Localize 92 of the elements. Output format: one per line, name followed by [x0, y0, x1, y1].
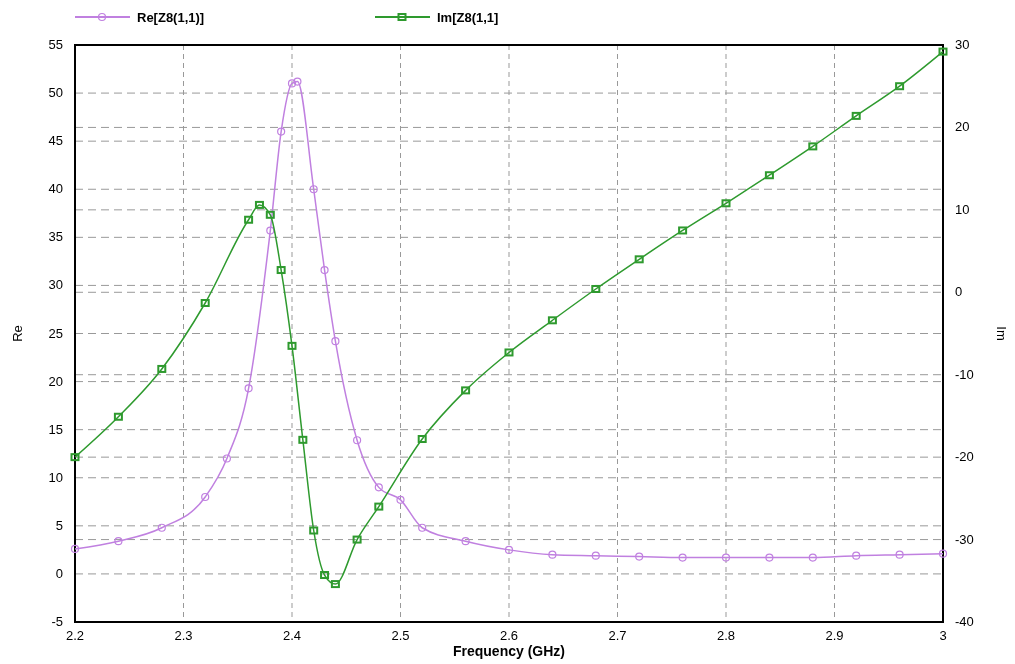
point [70, 453, 80, 462]
y-tick-label: -5 [51, 614, 63, 629]
y-axis-title: Re [10, 325, 25, 342]
point [504, 545, 514, 554]
point [548, 550, 557, 559]
point [721, 199, 731, 208]
point [417, 435, 427, 444]
point [293, 77, 302, 86]
y-tick-label: 15 [48, 421, 63, 437]
y2-tick-label: -10 [955, 366, 974, 382]
point [254, 200, 264, 209]
y2-tick-label: -40 [955, 614, 974, 629]
point [547, 316, 557, 325]
point [808, 142, 818, 151]
point [353, 436, 362, 445]
x-tick-label: 2.3 [174, 628, 193, 643]
y-tick-label: 50 [48, 85, 63, 101]
x-tick-label: 2.5 [391, 628, 410, 643]
x-axis-title: Frequency (GHz) [452, 643, 566, 659]
point [298, 435, 308, 444]
point [678, 226, 688, 235]
point [114, 537, 123, 546]
point [157, 364, 167, 373]
point [113, 412, 123, 421]
point [157, 523, 166, 532]
y-tick-label: 35 [48, 229, 63, 245]
point [418, 523, 427, 532]
point [721, 553, 731, 562]
point [201, 492, 210, 502]
point [244, 215, 254, 224]
y2-axis-title: Im [994, 326, 1009, 341]
y-tick-label: 20 [48, 373, 63, 389]
x-tick-label: 2.6 [499, 628, 519, 643]
point [895, 82, 905, 91]
y-tick-label: 25 [48, 325, 63, 341]
point [70, 544, 80, 554]
y-tick-label: 10 [48, 469, 63, 485]
point [330, 580, 340, 589]
y2-tick-label: 10 [955, 201, 970, 217]
point [277, 127, 286, 136]
point [287, 341, 297, 350]
y-tick-label: 55 [48, 37, 63, 52]
point [938, 47, 948, 56]
y2-tick-label: -20 [955, 449, 974, 465]
x-tick-label: 2.9 [825, 628, 844, 643]
point [309, 185, 318, 194]
point [851, 111, 861, 120]
x-tick-label: 2.2 [65, 628, 85, 643]
point [320, 571, 330, 580]
legend-label: Im[Z8(1,1] [437, 10, 499, 25]
point [635, 552, 644, 561]
point [764, 171, 774, 180]
point [200, 299, 210, 307]
point [222, 454, 231, 463]
point [374, 483, 383, 492]
point [276, 266, 286, 275]
point [895, 550, 904, 559]
y-tick-label: 40 [48, 181, 63, 197]
point [396, 495, 405, 504]
point [938, 549, 948, 558]
point [352, 535, 362, 544]
y-tick-label: 5 [55, 517, 63, 533]
point [331, 337, 340, 346]
point [678, 553, 687, 562]
point [374, 502, 384, 511]
y-tick-label: 30 [48, 277, 63, 293]
point [309, 526, 319, 535]
legend-label: Re[Z8(1,1)] [137, 10, 205, 25]
point [320, 265, 329, 275]
x-tick-label: 2.7 [608, 628, 627, 643]
point [504, 348, 514, 357]
point [461, 386, 471, 395]
y2-tick-label: 20 [955, 119, 970, 135]
y2-tick-label: 0 [955, 284, 963, 300]
point [244, 384, 253, 393]
x-tick-label: 2.4 [282, 628, 302, 643]
y-tick-label: 0 [55, 565, 63, 581]
point [852, 551, 861, 560]
x-tick-label: 2.8 [716, 628, 736, 643]
point [634, 255, 644, 264]
point [591, 551, 600, 560]
point [591, 284, 601, 293]
y2-tick-label: -30 [955, 531, 974, 547]
point [461, 537, 470, 546]
y-tick-label: 45 [48, 133, 63, 149]
point [765, 553, 774, 562]
x-tick-label: 3 [939, 628, 947, 643]
point [287, 79, 297, 88]
y2-tick-label: 30 [955, 37, 970, 52]
point [265, 210, 275, 219]
point [808, 553, 817, 562]
point [266, 226, 275, 235]
